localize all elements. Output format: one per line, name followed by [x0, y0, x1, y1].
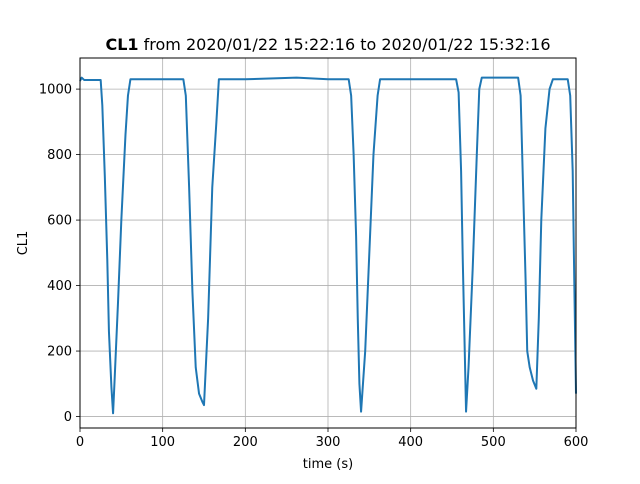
y-tick-label: 200: [47, 345, 72, 360]
x-tick-label: 500: [481, 435, 506, 450]
series-line: [79, 76, 577, 415]
ticks: 0 100 200 300 400 500 600 0 200 400 600 800 1000: [39, 83, 589, 450]
x-tick-label: 0: [76, 435, 84, 450]
y-axis-label: CL1: [16, 231, 31, 256]
x-axis-label: time (s): [303, 457, 353, 472]
y-tick-label: 800: [47, 148, 72, 163]
y-tick-label: 0: [64, 410, 72, 425]
y-tick-label: 400: [47, 279, 72, 294]
chart-title-bold: CL1: [105, 35, 138, 54]
chart-title: CL1 from 2020/01/22 15:22:16 to 2020/01/…: [105, 35, 550, 54]
series-layer: [79, 76, 577, 415]
grid: [79, 58, 577, 428]
y-tick-label: 600: [47, 214, 72, 229]
x-tick-label: 100: [150, 435, 175, 450]
y-tick-label: 1000: [39, 83, 72, 98]
x-tick-label: 600: [564, 435, 589, 450]
chart-title-rest: from 2020/01/22 15:22:16 to 2020/01/22 1…: [139, 35, 551, 54]
x-tick-label: 400: [398, 435, 423, 450]
x-tick-label: 200: [233, 435, 258, 450]
x-tick-label: 300: [316, 435, 341, 450]
